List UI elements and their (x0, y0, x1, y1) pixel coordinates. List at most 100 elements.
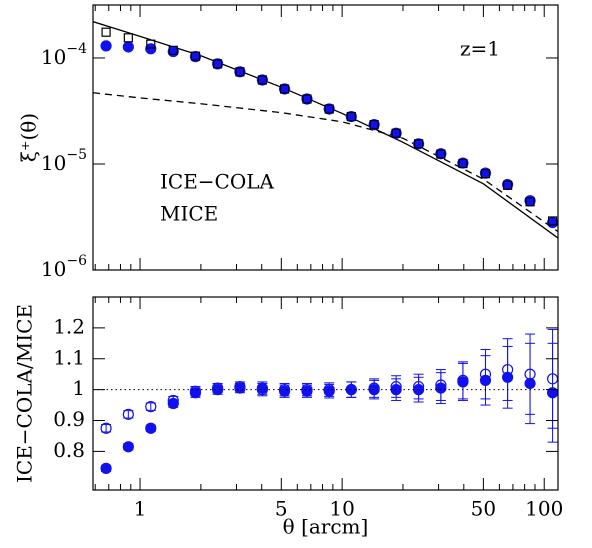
marker (369, 120, 379, 130)
legend-label: MICE (160, 202, 218, 226)
marker (345, 110, 357, 123)
marker (346, 111, 356, 122)
marker (122, 441, 134, 453)
marker (234, 66, 246, 78)
marker (279, 84, 290, 94)
model-curve (93, 92, 558, 233)
x-tick-label: 100 (525, 497, 563, 521)
marker (213, 59, 223, 69)
marker (256, 74, 268, 86)
marker (436, 149, 446, 159)
y-tick-label: −6 (66, 253, 87, 269)
marker (435, 148, 447, 160)
y-tick-label: 0.9 (53, 407, 85, 431)
marker (168, 45, 178, 55)
marker (234, 380, 246, 393)
marker (212, 382, 224, 394)
marker (368, 119, 380, 131)
marker (390, 127, 402, 139)
marker (524, 368, 536, 380)
y-tick-label: 1.1 (53, 345, 85, 369)
y-axis-label: ICE−COLA/MICE (13, 304, 37, 483)
error-bar (123, 410, 134, 419)
frame (92, 296, 559, 491)
marker (323, 103, 335, 115)
marker (278, 83, 291, 95)
marker (145, 422, 157, 434)
marker (457, 374, 469, 386)
x-tick-label: 10 (329, 497, 354, 521)
marker (189, 385, 202, 397)
y-tick-label: 1 (72, 376, 85, 400)
marker (122, 408, 134, 420)
error-bar (101, 424, 112, 433)
y-tick-label: −4 (66, 41, 87, 57)
error-bar (547, 328, 558, 429)
y-tick-label: −5 (66, 147, 87, 163)
marker (368, 382, 380, 394)
y-tick-label: 10−4 (41, 41, 87, 69)
marker (256, 384, 268, 396)
marker (122, 41, 134, 53)
marker (547, 216, 558, 226)
plot-area (100, 328, 558, 474)
error-bar (279, 382, 290, 397)
error-bar (369, 378, 380, 398)
error-bar (145, 402, 156, 411)
frame (92, 4, 559, 271)
marker (479, 368, 492, 380)
marker (390, 380, 402, 393)
marker (257, 75, 267, 85)
marker (235, 67, 245, 77)
error-bar (391, 375, 402, 398)
legend-label: ICE−COLA (160, 170, 275, 194)
y-tick-base: 10 (41, 44, 66, 68)
x-tick-label: 1 (134, 497, 147, 521)
x-tick-label: 5 (275, 497, 288, 521)
error-bar (480, 348, 491, 400)
marker (503, 180, 513, 190)
marker (101, 27, 111, 37)
error-bar (457, 361, 468, 400)
y-tick-label: 1.2 (53, 314, 85, 338)
marker (212, 58, 224, 70)
x-tick-label: 50 (471, 497, 496, 521)
marker (458, 158, 468, 169)
y-tick-base: 10 (41, 150, 66, 174)
marker (391, 128, 401, 138)
plot-area (93, 21, 558, 239)
error-bar (502, 338, 513, 401)
marker (123, 33, 133, 43)
error-bar (413, 373, 424, 400)
x-axis-label: θ [arcm] (283, 515, 369, 539)
marker (302, 94, 312, 104)
marker (145, 401, 157, 413)
error-bar (301, 382, 312, 397)
error-bar (435, 369, 446, 401)
marker (145, 43, 157, 55)
marker (525, 197, 535, 207)
marker (100, 462, 112, 474)
y-tick-label: 10−5 (41, 147, 87, 175)
marker (414, 139, 424, 149)
y-tick-label: 10−6 (41, 253, 87, 281)
marker (167, 394, 179, 407)
error-bar (257, 382, 268, 397)
marker (413, 380, 425, 393)
marker (480, 169, 491, 179)
marker (301, 93, 313, 105)
marker (100, 40, 112, 52)
marker (190, 51, 201, 61)
y-tick-base: 10 (41, 257, 66, 281)
marker (278, 384, 291, 396)
y-axis-label: ξ⁺(θ) (17, 113, 41, 162)
marker (413, 138, 425, 150)
marker (323, 384, 335, 396)
error-bar (525, 333, 536, 415)
y-tick-label: 0.8 (53, 438, 85, 462)
annotation: z=1 (460, 37, 500, 61)
marker (146, 39, 156, 49)
marker (100, 422, 112, 434)
